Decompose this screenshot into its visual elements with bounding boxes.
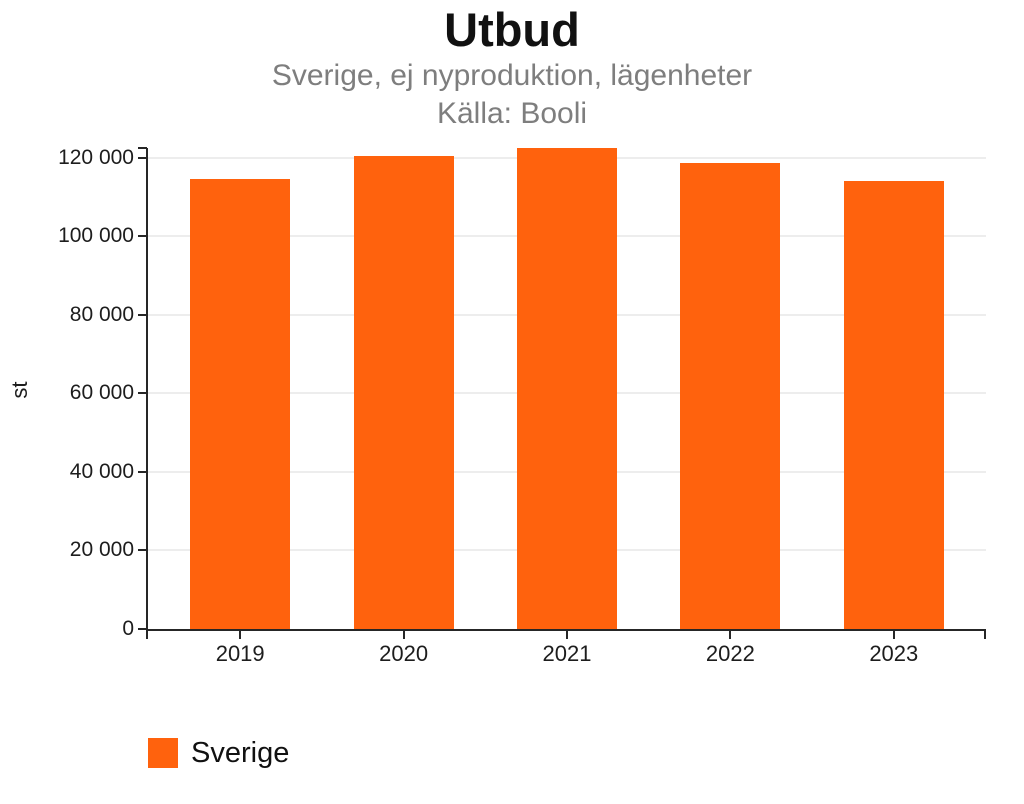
x-axis-line [146, 629, 986, 631]
x-tick-label-2022: 2022 [705, 641, 755, 666]
y-tick-100000 [138, 235, 147, 238]
x-tick-2020 [402, 631, 405, 639]
x-tick-label-2021: 2021 [542, 641, 592, 666]
legend-label: Sverige [191, 736, 290, 769]
x-tick-label-2023: 2023 [869, 641, 919, 666]
bar-2021 [517, 148, 617, 629]
y-tick-label-120000: 120 000 [58, 145, 134, 169]
legend-swatch [148, 738, 178, 768]
chart-title: Utbud [444, 3, 580, 56]
y-tick-60000 [138, 392, 147, 395]
x-tick-label-2019: 2019 [215, 641, 265, 666]
bar-2023 [843, 180, 944, 629]
x-tick-2022 [729, 631, 732, 639]
chart-source: Källa: Booli [436, 97, 588, 130]
y-tick-80000 [138, 313, 147, 316]
y-tick-label-60000: 60 000 [69, 381, 134, 405]
y-axis-endcap [138, 147, 147, 149]
y-tick-label-20000: 20 000 [69, 538, 134, 562]
y-axis-line [146, 148, 148, 631]
x-tick-2019 [239, 631, 242, 639]
x-axis-endcap-left [146, 631, 148, 639]
x-tick-label-2020: 2020 [379, 641, 429, 666]
y-tick-label-80000: 80 000 [69, 302, 134, 326]
legend: Sverige [148, 737, 289, 769]
bar-2020 [353, 155, 454, 629]
y-tick-0 [138, 628, 147, 630]
bar-2022 [680, 163, 781, 629]
x-tick-2023 [892, 631, 895, 639]
y-tick-label-40000: 40 000 [69, 459, 134, 483]
chart-subtitle: Sverige, ej nyproduktion, lägenheter [271, 59, 753, 92]
y-tick-120000 [138, 156, 147, 159]
y-tick-40000 [138, 470, 147, 473]
x-axis-endcap-right [984, 631, 986, 639]
bar-2019 [190, 178, 291, 629]
y-tick-label-100000: 100 000 [58, 224, 134, 248]
y-tick-20000 [138, 549, 147, 552]
y-tick-label-0: 0 [122, 617, 134, 640]
x-tick-2021 [566, 631, 568, 639]
